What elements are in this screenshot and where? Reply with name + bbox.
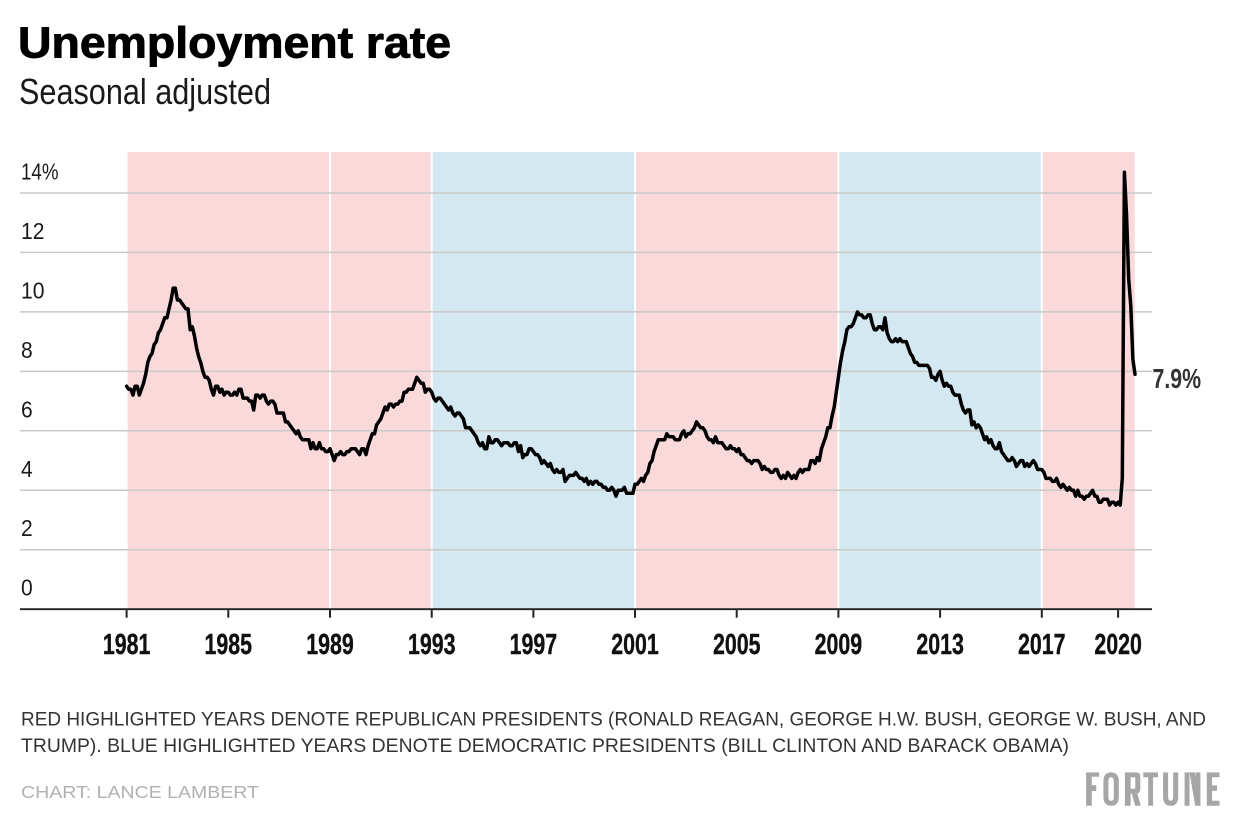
- svg-text:1989: 1989: [306, 629, 354, 661]
- svg-text:4: 4: [21, 456, 33, 482]
- svg-text:2017: 2017: [1018, 629, 1066, 661]
- svg-text:2020: 2020: [1094, 629, 1142, 661]
- svg-text:2005: 2005: [713, 629, 761, 661]
- svg-text:2013: 2013: [916, 629, 964, 661]
- svg-text:10: 10: [21, 277, 45, 303]
- svg-text:TRUMP). BLUE HIGHLIGHTED YEARS: TRUMP). BLUE HIGHLIGHTED YEARS DENOTE DE…: [21, 736, 1069, 757]
- svg-text:6: 6: [21, 396, 33, 422]
- svg-text:Seasonal adjusted: Seasonal adjusted: [19, 71, 271, 112]
- svg-text:14%: 14%: [21, 159, 59, 185]
- svg-text:RED HIGHLIGHTED YEARS DENOTE R: RED HIGHLIGHTED YEARS DENOTE REPUBLICAN …: [21, 710, 1206, 731]
- svg-text:7.9%: 7.9%: [1153, 363, 1202, 394]
- svg-text:1985: 1985: [205, 629, 253, 661]
- svg-text:2009: 2009: [815, 629, 863, 661]
- svg-text:2: 2: [21, 515, 33, 541]
- svg-text:1997: 1997: [510, 629, 558, 661]
- svg-text:Unemployment rate: Unemployment rate: [18, 19, 451, 67]
- svg-text:2001: 2001: [611, 629, 659, 661]
- svg-text:1993: 1993: [408, 629, 456, 661]
- svg-text:1981: 1981: [103, 629, 151, 661]
- svg-text:0: 0: [21, 575, 33, 601]
- svg-text:12: 12: [21, 218, 45, 244]
- svg-text:CHART: LANCE LAMBERT: CHART: LANCE LAMBERT: [21, 782, 259, 802]
- svg-text:8: 8: [21, 337, 33, 363]
